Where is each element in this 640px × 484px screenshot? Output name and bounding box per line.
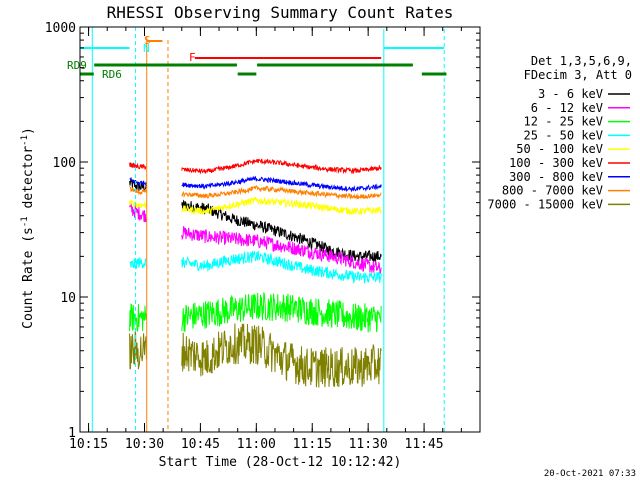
x-tick-label: 10:45 (181, 437, 220, 452)
series-line-6-seg-1 (181, 175, 382, 193)
axes-layer: 1 10 100 1000 10:15 10:30 10:45 11:00 11:15 11:30… (45, 21, 481, 452)
series-line-2-seg-0 (129, 303, 147, 332)
series-line-5-seg-0 (129, 162, 147, 170)
rd6-flag-label: RD6 (102, 68, 122, 81)
flare-flag-label: F (189, 51, 196, 64)
y-tick-label: 10 (60, 291, 76, 306)
y-tick-label: 100 (53, 156, 76, 171)
series-line-3-seg-1 (181, 250, 382, 285)
annotation-layer: SN F RD9 RD6 (67, 27, 447, 432)
footer-timestamp: 20-Oct-2021 07:33 (544, 469, 636, 479)
y-axis-label-sup2: -1 (20, 135, 30, 146)
y-axis-label-close: ) (21, 127, 36, 135)
y-axis-label: Count Rate (s-1 detector-1) (20, 127, 36, 329)
series-line-3-seg-0 (129, 257, 147, 269)
legend-entry-label: 25 - 50 keV (524, 128, 603, 142)
legend-entry-label: 100 - 300 keV (509, 156, 603, 170)
saa-flag-label: S (144, 34, 151, 47)
legend-entry-label: 7000 - 15000 keV (487, 197, 603, 211)
legend-entry-label: 800 - 7000 keV (502, 184, 603, 198)
series-line-2-seg-1 (181, 292, 382, 333)
series-line-5-seg-1 (181, 158, 382, 175)
plot-area (129, 158, 382, 388)
x-tick-label: 10:15 (69, 437, 108, 452)
legend-header-line-2: FDecim 3, Att 0 (524, 68, 632, 82)
series-line-7-seg-1 (181, 184, 382, 200)
chart-title: RHESSI Observing Summary Count Rates (107, 3, 454, 22)
series-line-4-seg-1 (181, 196, 382, 216)
y-axis-label-tail: detector (21, 146, 36, 217)
y-axis-label-sup: -1 (20, 216, 30, 227)
legend-entry-label: 6 - 12 keV (531, 101, 603, 115)
legend: Det 1,3,5,6,9, FDecim 3, Att 0 3 - 6 keV… (487, 54, 632, 211)
series-line-7-seg-0 (129, 186, 147, 196)
series-line-4-seg-0 (129, 199, 147, 209)
series-line-8-seg-1 (181, 323, 382, 388)
x-tick-label: 11:30 (349, 437, 388, 452)
x-tick-label: 11:00 (237, 437, 276, 452)
y-tick-label: 1000 (45, 21, 76, 36)
night-flag-label: N (143, 42, 150, 55)
rd9-flag-label: RD9 (67, 59, 87, 72)
series-line-1-seg-0 (129, 203, 147, 223)
x-tick-label: 11:15 (293, 437, 332, 452)
y-axis-label-main: Count Rate (s (21, 227, 36, 329)
y-tick-label: 1 (68, 426, 76, 441)
series-line-6-seg-0 (129, 176, 147, 187)
x-axis-label: Start Time (28-Oct-12 10:12:42) (159, 455, 402, 470)
x-tick-label: 10:30 (125, 437, 164, 452)
legend-entry-label: 3 - 6 keV (538, 87, 603, 101)
legend-entry-label: 300 - 800 keV (509, 170, 603, 184)
x-tick-label: 11:45 (405, 437, 444, 452)
plot-frame (79, 26, 481, 433)
series-line-8-seg-0 (129, 331, 147, 370)
legend-entry-label: 12 - 25 keV (524, 115, 603, 129)
legend-header-line-1: Det 1,3,5,6,9, (531, 54, 632, 68)
legend-entry-label: 50 - 100 keV (516, 142, 603, 156)
series-line-1-seg-1 (181, 226, 382, 274)
